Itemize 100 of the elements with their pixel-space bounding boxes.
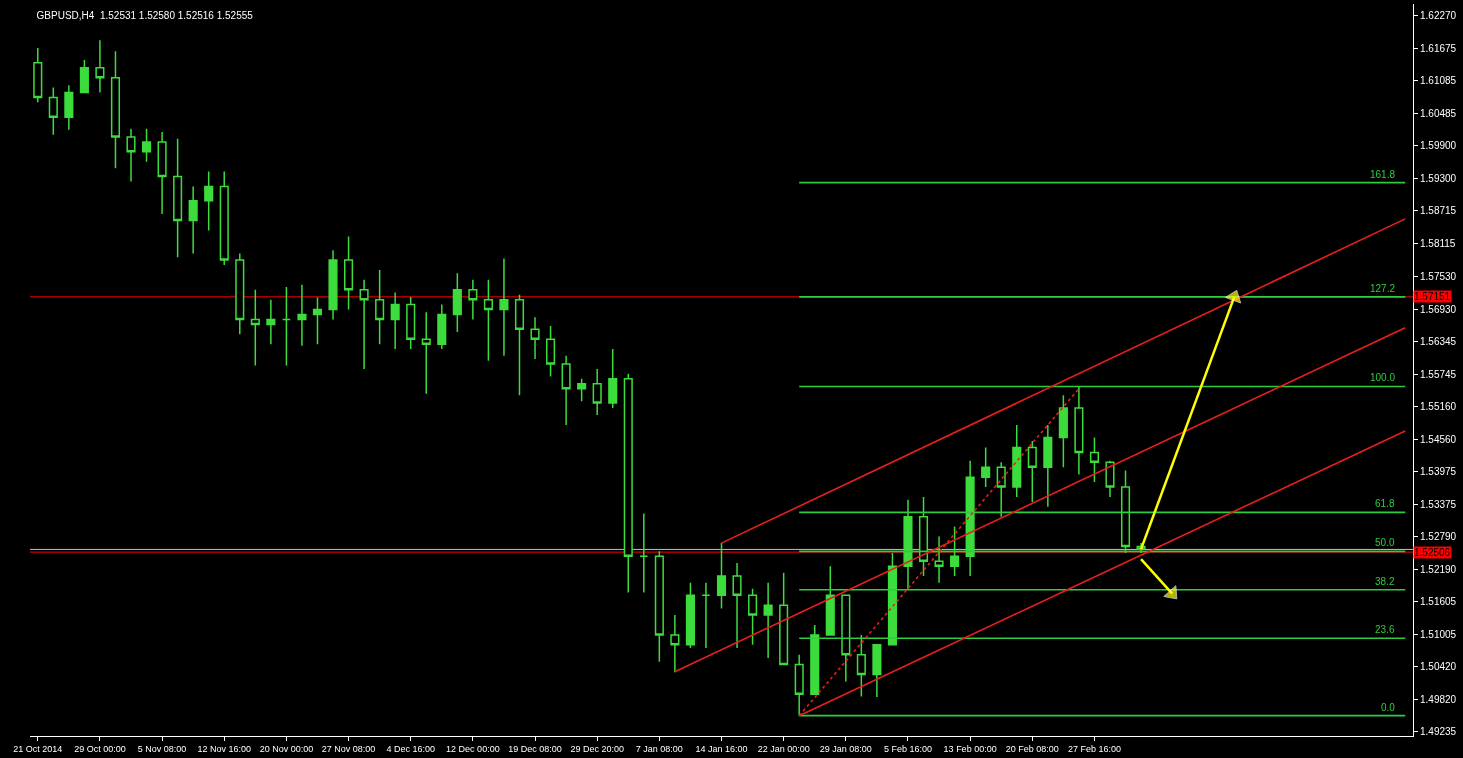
candlestick (1089, 436, 1099, 483)
candlestick (654, 550, 664, 663)
y-tick-label: 1.58115 (1420, 238, 1456, 250)
series-label: 61.8 (1375, 498, 1395, 509)
y-tick-label: 1.52790 (1420, 531, 1457, 543)
y-tick-label: 1.55160 (1420, 400, 1457, 412)
candlestick (359, 279, 369, 370)
candlestick (421, 311, 431, 395)
candlestick (468, 279, 478, 321)
series-label: 100.0 (1370, 372, 1396, 383)
candlestick (810, 624, 820, 695)
candlestick (996, 461, 1006, 518)
y-tick-label: 1.56930 (1420, 303, 1457, 315)
candlestick (918, 496, 929, 577)
y-tick-label: 1.53375 (1420, 498, 1457, 510)
candlestick (670, 614, 680, 673)
candlestick (887, 552, 897, 646)
series-label: 127.2 (1370, 283, 1396, 294)
x-tick-label: 13 Feb 00:00 (943, 743, 997, 754)
x-tick-label: 12 Dec 00:00 (446, 743, 500, 754)
candlestick (173, 137, 183, 259)
candlestick (1012, 424, 1022, 498)
series-label: 23.6 (1375, 624, 1395, 635)
candlestick (561, 354, 571, 426)
x-tick-label: 22 Jan 00:00 (757, 743, 810, 754)
candlestick (281, 286, 291, 367)
candlestick (779, 572, 789, 666)
y-tick-label: 1.57530 (1420, 270, 1457, 282)
x-tick-label: 27 Nov 08:00 (321, 743, 376, 754)
y-tick-label: 1.58715 (1420, 205, 1457, 217)
x-tick-label: 27 Feb 16:00 (1067, 743, 1121, 754)
candlestick (64, 84, 74, 131)
candlestick (375, 269, 385, 345)
candlestick (1043, 424, 1053, 508)
candlestick (856, 634, 866, 698)
candlestick (452, 272, 462, 333)
y-tick-label: 1.49820 (1420, 694, 1457, 706)
x-tick-label: 4 Dec 16:00 (386, 743, 435, 754)
y-tick-label: 1.54560 (1420, 433, 1457, 445)
y-tick-label: 1.59300 (1420, 173, 1457, 185)
candlestick (126, 128, 136, 183)
candlestick (825, 565, 835, 636)
x-tick-label: 19 Dec 08:00 (508, 743, 562, 754)
x-tick-label: 5 Feb 16:00 (883, 743, 932, 754)
candlestick (48, 86, 58, 136)
candlestick (530, 316, 540, 360)
candlestick (266, 298, 276, 345)
candlestick (903, 498, 913, 590)
candlestick (499, 257, 509, 357)
x-tick-label: 29 Jan 08:00 (819, 743, 872, 754)
y-tick-label: 1.50420 (1420, 661, 1457, 673)
series-label: 0.0 (1381, 702, 1396, 713)
candlestick (981, 446, 991, 488)
candlestick (623, 373, 633, 594)
candlestick (1027, 440, 1037, 503)
x-tick-label: 21 Oct 2014 (13, 743, 63, 754)
y-tick-label: 1.61085 (1420, 75, 1457, 87)
candlestick (95, 39, 105, 94)
candlestick (157, 131, 167, 215)
text: GBPUSD,H4 1.52531 1.52580 1.52516 1.52555 (36, 10, 254, 22)
series-label: 161.8 (1370, 169, 1396, 180)
candlestick (406, 296, 416, 350)
candlestick (965, 459, 975, 577)
candlestick (250, 289, 260, 367)
y-tick-label: 1.61675 (1420, 42, 1457, 54)
candlestick (639, 512, 649, 594)
candlestick (344, 235, 354, 311)
candlestick (608, 348, 618, 409)
candlestick (141, 128, 152, 163)
candlestick (312, 296, 323, 345)
candlestick (188, 185, 198, 255)
candlestick (546, 325, 556, 378)
x-tick-label: 5 Nov 08:00 (137, 743, 187, 754)
candlestick (685, 581, 695, 649)
candlestick (732, 562, 742, 649)
candlestick (934, 535, 944, 584)
y-tick-label: 1.62270 (1420, 10, 1457, 22)
candlestick (1120, 469, 1131, 554)
candlestick (33, 47, 43, 104)
candlestick (219, 170, 229, 266)
candlestick (748, 587, 758, 646)
candlestick (577, 378, 587, 403)
candlestick (950, 525, 960, 577)
candlestick (235, 252, 245, 336)
x-tick-label: 20 Feb 08:00 (1005, 743, 1059, 754)
y-tick-label: 1.51005 (1420, 629, 1457, 641)
y-tick-label: 1.56345 (1420, 335, 1457, 347)
x-tick-label: 7 Jan 08:00 (635, 743, 683, 754)
y-tick-label: 1.55745 (1420, 368, 1457, 380)
ref-line-label: 1.57151 (1414, 291, 1451, 302)
x-tick-label: 12 Nov 16:00 (197, 743, 252, 754)
x-tick-label: 14 Jan 16:00 (695, 743, 748, 754)
ref-line-label: 1.52506 (1414, 547, 1451, 558)
candlestick (79, 59, 89, 94)
series-label: 38.2 (1375, 576, 1395, 587)
candlestick (763, 581, 773, 659)
candlestick (328, 249, 338, 321)
candlestick (110, 50, 121, 170)
candlestick (716, 542, 727, 610)
y-tick-label: 1.59900 (1420, 140, 1457, 152)
